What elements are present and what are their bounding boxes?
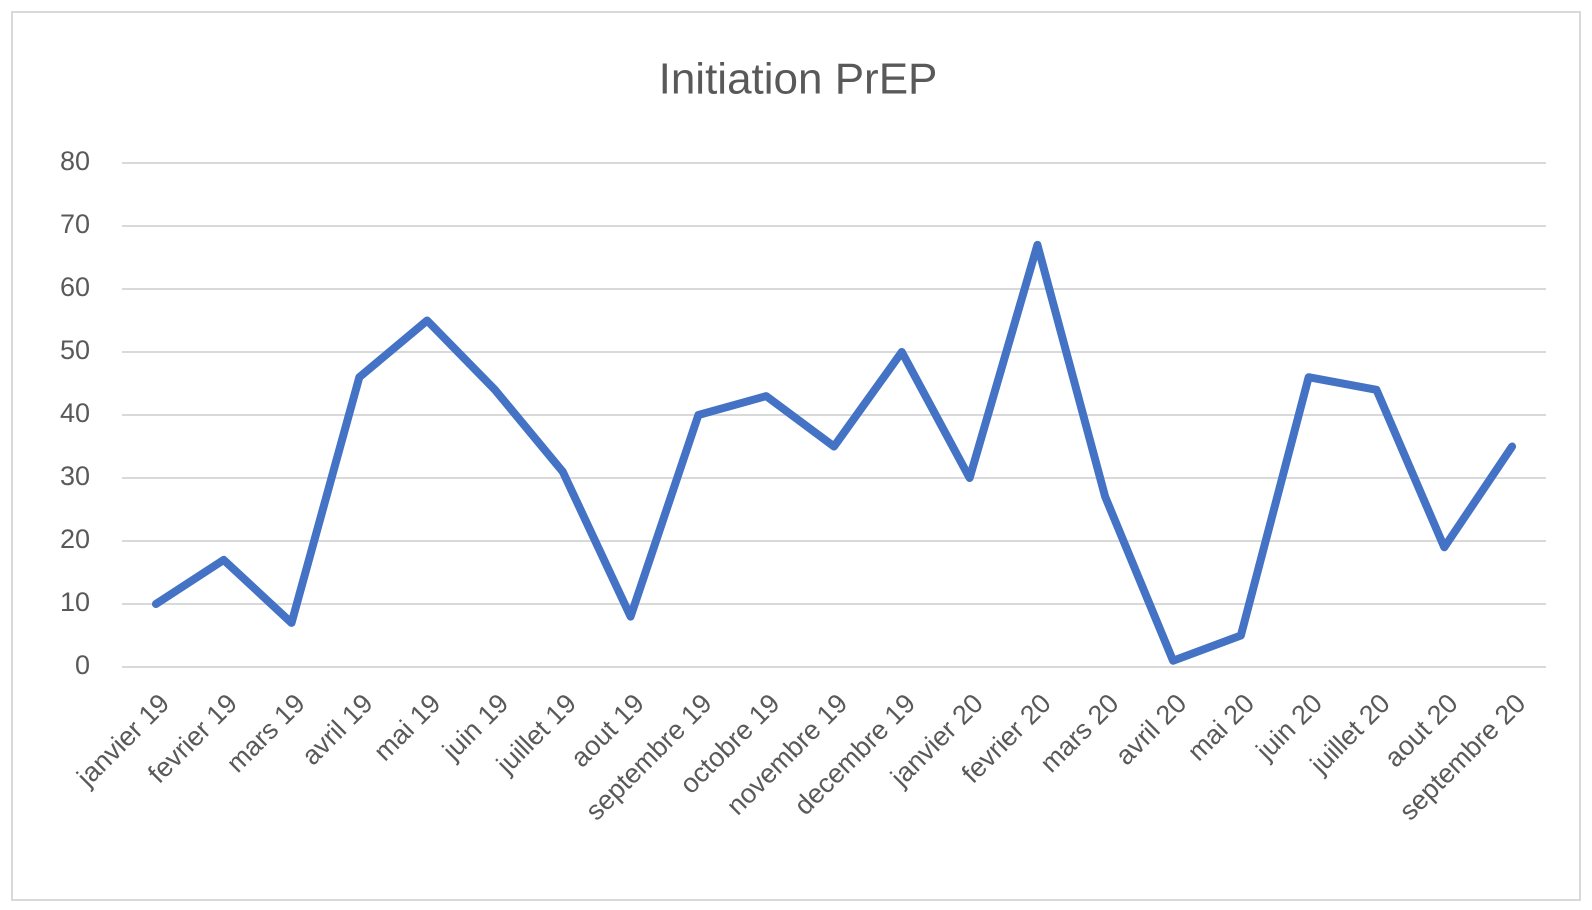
y-tick-label: 40 [60, 398, 90, 428]
y-tick-label: 30 [60, 461, 90, 491]
y-tick-label: 20 [60, 524, 90, 554]
data-line [151, 240, 1517, 665]
y-tick-label: 80 [60, 146, 90, 176]
y-tick-label: 60 [60, 272, 90, 302]
y-tick-label: 70 [60, 209, 90, 239]
chart-title: Initiation PrEP [659, 55, 938, 104]
chart-border [11, 11, 1581, 901]
y-tick-label: 0 [75, 650, 90, 680]
y-tick-label: 10 [60, 587, 90, 617]
y-tick-label: 50 [60, 335, 90, 365]
